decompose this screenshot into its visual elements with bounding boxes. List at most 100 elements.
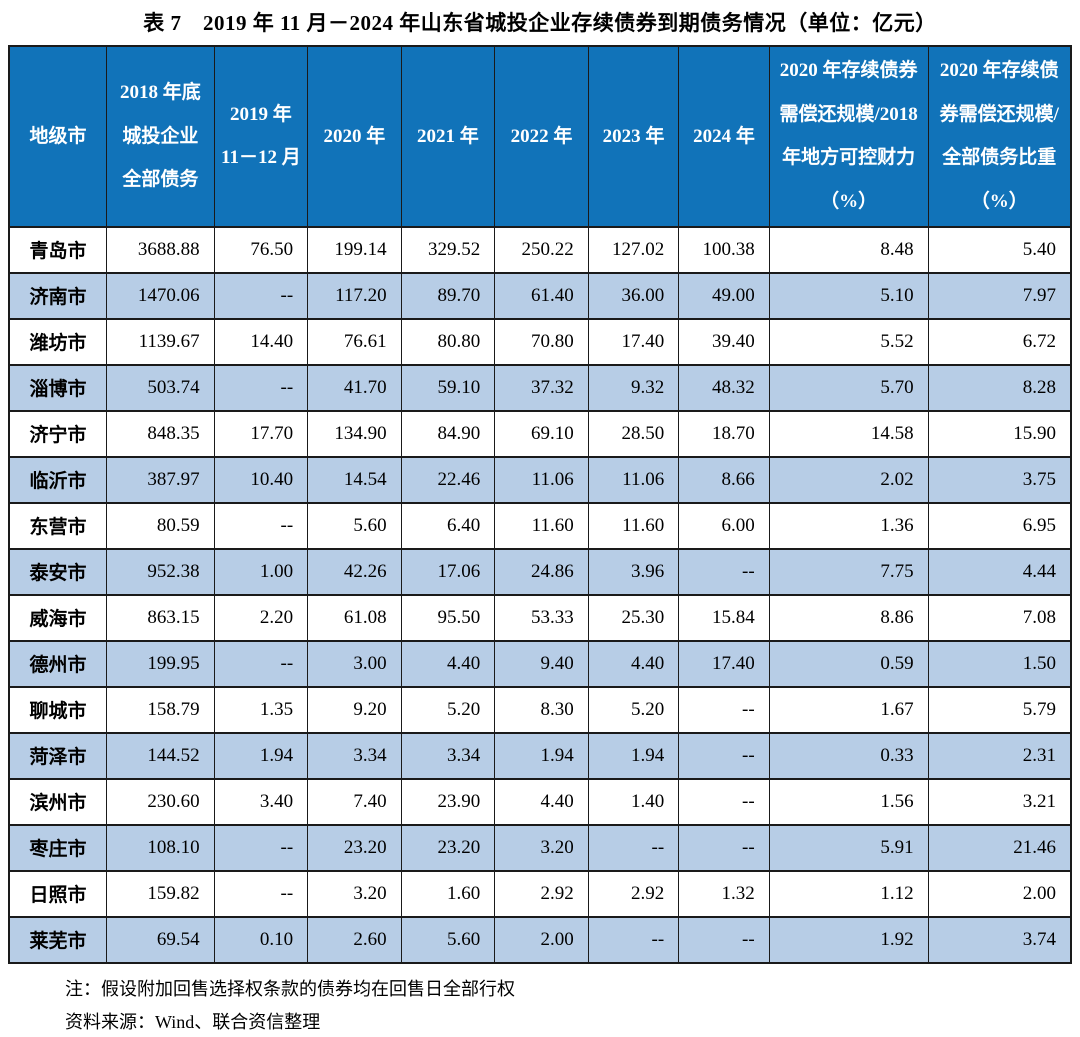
value-cell: 15.84 [678,593,770,642]
value-cell: 5.20 [587,685,680,734]
value-cell: 2.00 [927,869,1072,918]
value-cell: 61.08 [307,593,402,642]
value-cell: -- [587,823,680,872]
value-cell: 8.28 [927,363,1072,412]
value-cell: 11.06 [494,455,589,504]
value-cell: 3.00 [307,639,402,688]
value-cell: 41.70 [307,363,402,412]
value-cell: 3.96 [587,547,680,596]
value-cell: 863.15 [106,593,215,642]
value-cell: 127.02 [587,225,680,274]
table-row: 临沂市 387.97 10.40 14.54 22.46 11.06 11.06 8.66 2.… [8,455,1072,504]
value-cell: -- [678,547,770,596]
value-cell: 5.20 [400,685,496,734]
value-cell: 8.48 [768,225,929,274]
value-cell: 7.08 [927,593,1072,642]
value-cell: 1.94 [213,731,309,780]
value-cell: 15.90 [927,409,1072,458]
value-cell: 503.74 [106,363,215,412]
value-cell: 0.33 [768,731,929,780]
city-cell: 淄博市 [8,363,108,412]
value-cell: 28.50 [587,409,680,458]
table-title: 表 7 2019 年 11 月－2024 年山东省城投企业存续债券到期债务情况（… [143,11,937,35]
value-cell: -- [213,271,309,320]
table-row: 聊城市 158.79 1.35 9.20 5.20 8.30 5.20 -- 1.67 5.79 [8,685,1072,734]
value-cell: 1.94 [494,731,589,780]
value-cell: 2.60 [307,915,402,964]
value-cell: 76.50 [213,225,309,274]
value-cell: 3.40 [213,777,309,826]
city-cell: 泰安市 [8,547,108,596]
column-header-1: 2018 年底城投企业全部债务 [106,45,215,228]
value-cell: 134.90 [307,409,402,458]
column-header-6: 2023 年 [587,45,680,228]
value-cell: 3.20 [494,823,589,872]
city-cell: 威海市 [8,593,108,642]
value-cell: -- [213,501,309,550]
value-cell: 11.60 [587,501,680,550]
value-cell: 3.74 [927,915,1072,964]
value-cell: 17.40 [678,639,770,688]
value-cell: 117.20 [307,271,402,320]
value-cell: 2.00 [494,915,589,964]
value-cell: 89.70 [400,271,496,320]
value-cell: 95.50 [400,593,496,642]
value-cell: 4.40 [494,777,589,826]
value-cell: 5.52 [768,317,929,366]
column-header-7: 2024 年 [678,45,770,228]
table-row: 青岛市 3688.88 76.50 199.14 329.52 250.22 127.02 1… [8,225,1072,274]
table-row: 威海市 863.15 2.20 61.08 95.50 53.33 25.30 15.84 8.… [8,593,1072,642]
value-cell: 23.90 [400,777,496,826]
value-cell: 1.67 [768,685,929,734]
value-cell: 42.26 [307,547,402,596]
value-cell: 59.10 [400,363,496,412]
source-note: 资料来源：Wind、联合资信整理 [65,1012,321,1033]
value-cell: 49.00 [678,271,770,320]
value-cell: 11.06 [587,455,680,504]
value-cell: -- [213,639,309,688]
city-cell: 东营市 [8,501,108,550]
value-cell: 14.58 [768,409,929,458]
value-cell: 1.12 [768,869,929,918]
city-cell: 济宁市 [8,409,108,458]
header-row: 地级市 2018 年底城投企业全部债务 2019 年 11－12 月 2020 年 20… [8,45,1072,228]
value-cell: 69.54 [106,915,215,964]
value-cell: 2.31 [927,731,1072,780]
table-row: 济宁市 848.35 17.70 134.90 84.90 69.10 28.50 18.70… [8,409,1072,458]
value-cell: 848.35 [106,409,215,458]
value-cell: 199.95 [106,639,215,688]
column-header-9: 2020 年存续债券需偿还规模/全部债务比重（%） [927,45,1072,228]
city-cell: 日照市 [8,869,108,918]
city-cell: 德州市 [8,639,108,688]
value-cell: 18.70 [678,409,770,458]
value-cell: 23.20 [307,823,402,872]
value-cell: 3.21 [927,777,1072,826]
column-header-8: 2020 年存续债券需偿还规模/2018 年地方可控财力（%） [768,45,929,228]
table-notes: 注：假设附加回售选择权条款的债券均在回售日全部行权 资料来源：Wind、联合资信… [65,973,1080,1037]
value-cell: 70.80 [494,317,589,366]
value-cell: 8.66 [678,455,770,504]
value-cell: 5.40 [927,225,1072,274]
city-cell: 青岛市 [8,225,108,274]
column-header-5: 2022 年 [494,45,589,228]
value-cell: 17.06 [400,547,496,596]
value-cell: 14.54 [307,455,402,504]
value-cell: 3688.88 [106,225,215,274]
value-cell: 1.00 [213,547,309,596]
value-cell: 3.20 [307,869,402,918]
debt-maturity-table: 地级市 2018 年底城投企业全部债务 2019 年 11－12 月 2020 年 20… [8,45,1072,964]
value-cell: 1.32 [678,869,770,918]
value-cell: 3.75 [927,455,1072,504]
value-cell: 24.86 [494,547,589,596]
value-cell: -- [678,777,770,826]
value-cell: 230.60 [106,777,215,826]
value-cell: 5.10 [768,271,929,320]
value-cell: 2.20 [213,593,309,642]
value-cell: 7.75 [768,547,929,596]
value-cell: 2.02 [768,455,929,504]
value-cell: 6.00 [678,501,770,550]
value-cell: 6.95 [927,501,1072,550]
value-cell: 76.61 [307,317,402,366]
value-cell: 2.92 [494,869,589,918]
